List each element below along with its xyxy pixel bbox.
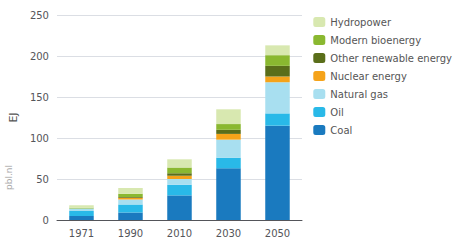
svg-text:Hydropower: Hydropower	[330, 17, 392, 28]
svg-text:2030: 2030	[216, 228, 241, 239]
svg-text:Nuclear energy: Nuclear energy	[330, 71, 407, 82]
svg-text:0: 0	[43, 215, 49, 226]
svg-text:1971: 1971	[69, 228, 94, 239]
svg-text:Natural gas: Natural gas	[330, 89, 388, 100]
svg-text:Modern bioenergy: Modern bioenergy	[330, 35, 421, 46]
svg-text:Oil: Oil	[330, 107, 343, 118]
svg-text:100: 100	[30, 133, 49, 144]
svg-text:1990: 1990	[118, 228, 143, 239]
svg-text:Coal: Coal	[330, 125, 352, 136]
svg-text:150: 150	[30, 92, 49, 103]
svg-text:Other renewable energy: Other renewable energy	[330, 53, 452, 64]
svg-text:EJ: EJ	[7, 112, 20, 122]
svg-text:2010: 2010	[167, 228, 192, 239]
svg-text:pbl.nl: pbl.nl	[4, 165, 14, 190]
svg-text:2050: 2050	[265, 228, 290, 239]
svg-text:250: 250	[30, 10, 49, 21]
svg-text:50: 50	[36, 174, 49, 185]
svg-text:200: 200	[30, 51, 49, 62]
